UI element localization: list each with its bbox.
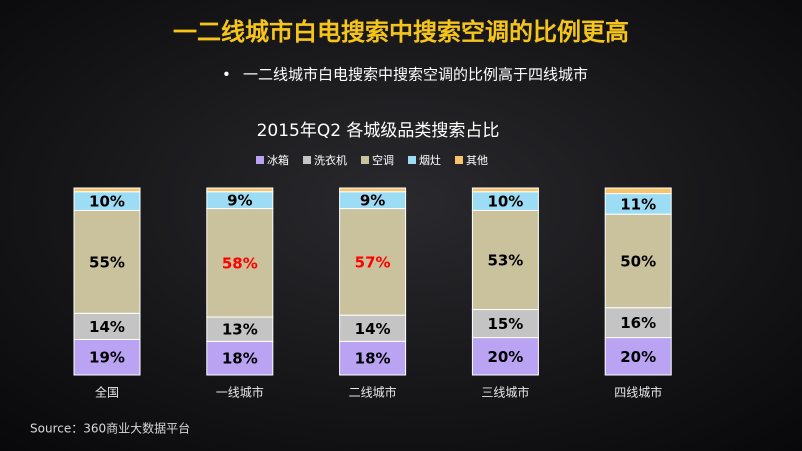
legend-swatch xyxy=(455,156,463,164)
value-label: 20% xyxy=(620,348,656,366)
legend-label: 烟灶 xyxy=(419,153,441,167)
value-label: 20% xyxy=(487,348,523,366)
legend-label: 洗衣机 xyxy=(314,153,347,167)
bar-segment xyxy=(604,187,672,195)
value-label: 11% xyxy=(620,195,656,213)
legend-label: 空调 xyxy=(372,153,394,167)
value-label: 57% xyxy=(355,253,391,271)
x-tick-label: 全国 xyxy=(95,385,119,400)
bar-segment xyxy=(206,316,274,342)
value-label: 14% xyxy=(355,320,391,338)
bar-segment xyxy=(604,307,672,339)
value-label: 9% xyxy=(360,192,385,210)
bar-segment xyxy=(471,187,539,193)
bar-segment xyxy=(604,337,672,376)
slide-title: 一二线城市白电搜索中搜索空调的比例更高 xyxy=(173,18,629,46)
bar-segment xyxy=(339,187,407,193)
bar-segment xyxy=(206,187,274,193)
legend-swatch xyxy=(408,156,416,164)
chart-title: 2015年Q2 各城级品类搜索占比 xyxy=(257,121,500,141)
bullet-dot: • xyxy=(222,66,231,84)
value-label: 10% xyxy=(487,193,523,211)
value-label: 9% xyxy=(227,192,252,210)
bullet-text: 一二线城市白电搜索中搜索空调的比例高于四线城市 xyxy=(243,66,588,84)
bar-segment xyxy=(206,208,274,318)
value-label: 50% xyxy=(620,252,656,270)
bar-segment xyxy=(73,338,141,376)
value-label: 18% xyxy=(222,350,258,368)
bar-segment xyxy=(471,337,539,376)
legend-swatch xyxy=(361,156,369,164)
value-label: 16% xyxy=(620,314,656,332)
x-tick-label: 二线城市 xyxy=(349,385,397,400)
bar-segment xyxy=(471,309,539,339)
bar-segment xyxy=(339,314,407,342)
bar-segment xyxy=(471,209,539,311)
value-label: 10% xyxy=(89,193,125,211)
legend-swatch xyxy=(303,156,311,164)
legend-label: 冰箱 xyxy=(267,153,289,167)
value-label: 15% xyxy=(487,315,523,333)
bar-segment xyxy=(339,208,407,316)
value-label: 14% xyxy=(89,318,125,336)
source: Source：360商业大数据平台 xyxy=(30,421,190,436)
bar-segment xyxy=(604,213,672,309)
value-label: 19% xyxy=(89,349,125,367)
bar-segment xyxy=(73,187,141,193)
value-label: 55% xyxy=(89,253,125,271)
x-tick-label: 四线城市 xyxy=(614,385,662,400)
value-label: 53% xyxy=(487,251,523,269)
x-tick-label: 三线城市 xyxy=(481,385,529,400)
x-tick-label: 一线城市 xyxy=(216,385,264,400)
legend-swatch xyxy=(256,156,264,164)
value-label: 18% xyxy=(355,350,391,368)
legend-label: 其他 xyxy=(466,154,488,167)
bar-segment xyxy=(73,209,141,314)
value-label: 58% xyxy=(222,254,258,272)
value-label: 13% xyxy=(222,321,258,339)
